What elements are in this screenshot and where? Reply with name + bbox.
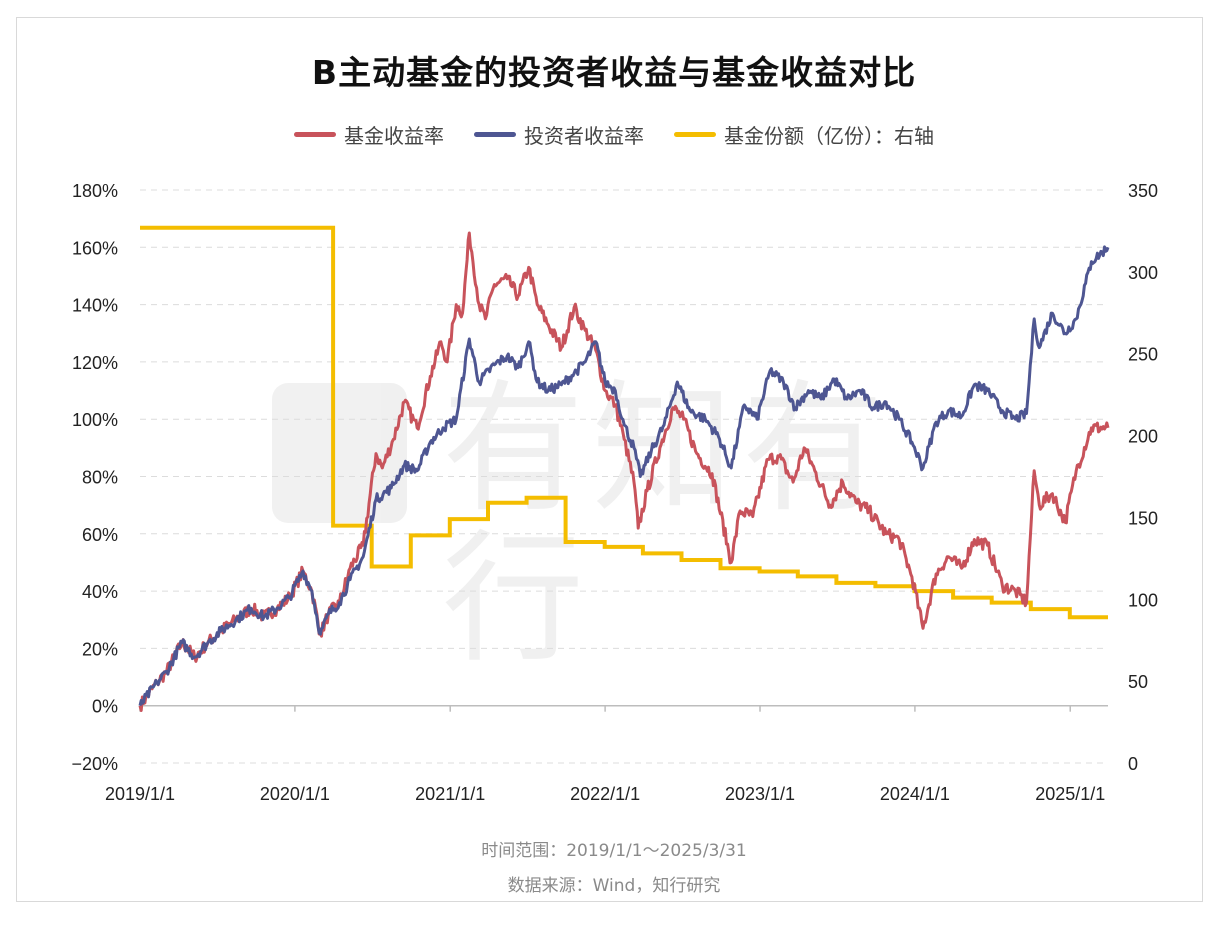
y-right-tick-label: 0 — [1128, 754, 1138, 774]
y-left-tick-label: 0% — [92, 697, 118, 717]
x-tick-label: 2025/1/1 — [1035, 784, 1105, 804]
legend-label-fund-return: 基金收益率 — [344, 124, 444, 148]
x-tick-label: 2021/1/1 — [415, 784, 485, 804]
source-note: 数据来源：Wind，知行研究 — [507, 876, 721, 896]
y-right-tick-label: 100 — [1128, 590, 1158, 610]
chart-frame — [16, 17, 1203, 902]
x-tick-label: 2020/1/1 — [260, 784, 330, 804]
series-line-fund-shares — [140, 225, 1108, 620]
legend-item-investor-return: 投资者收益率 — [474, 120, 644, 149]
y-left-tick-label: 100% — [72, 410, 118, 430]
watermark-logo: 有知有行 — [272, 375, 1002, 675]
time-range-note: 时间范围：2019/1/1～2025/3/31 — [481, 841, 747, 861]
y-right-tick-label: 50 — [1128, 672, 1148, 692]
y-left-tick-label: 120% — [72, 353, 118, 373]
y-left-tick-label: 160% — [72, 238, 118, 258]
x-tick-label: 2019/1/1 — [105, 784, 175, 804]
y-left-tick-label: 80% — [82, 468, 118, 488]
y-left-tick-label: 60% — [82, 525, 118, 545]
legend-swatch-investor-return — [474, 132, 516, 137]
legend-swatch-fund-return — [294, 132, 336, 137]
series-lines — [138, 225, 1110, 712]
legend-item-fund-return: 基金收益率 — [294, 120, 444, 149]
y-left-tick-label: 180% — [72, 181, 118, 201]
y-left-tick-label: 20% — [82, 639, 118, 659]
axes: 180% 160% 140% 120% 100% 80% 60% 40% 20% 0% −20% 35… — [71, 181, 1158, 804]
watermark-text: 有知有行 — [442, 367, 892, 682]
x-tick-label: 2022/1/1 — [570, 784, 640, 804]
y-right-tick-label: 350 — [1128, 181, 1158, 201]
watermark-logo-mark — [272, 383, 407, 523]
chart-title: B主动基金的投资者收益与基金收益对比 — [311, 53, 917, 92]
y-left-tick-label: 40% — [82, 582, 118, 602]
legend-label-fund-shares: 基金份额（亿份）：右轴 — [724, 124, 934, 148]
y-right-tick-label: 300 — [1128, 263, 1158, 283]
x-tick-label: 2023/1/1 — [725, 784, 795, 804]
gridlines — [140, 189, 1108, 764]
y-left-tick-label: −20% — [71, 754, 118, 774]
y-right-tick-label: 250 — [1128, 345, 1158, 365]
legend-swatch-fund-shares — [674, 132, 716, 137]
legend-item-fund-shares: 基金份额（亿份）：右轴 — [674, 120, 934, 149]
y-left-tick-label: 140% — [72, 296, 118, 316]
series-line-investor-return — [138, 245, 1110, 707]
y-right-tick-label: 150 — [1128, 508, 1158, 528]
legend-label-investor-return: 投资者收益率 — [524, 124, 644, 148]
y-right-tick-label: 200 — [1128, 427, 1158, 447]
chart-legend: 基金收益率 投资者收益率 基金份额（亿份）：右轴 — [0, 120, 1228, 149]
x-tick-label: 2024/1/1 — [880, 784, 950, 804]
